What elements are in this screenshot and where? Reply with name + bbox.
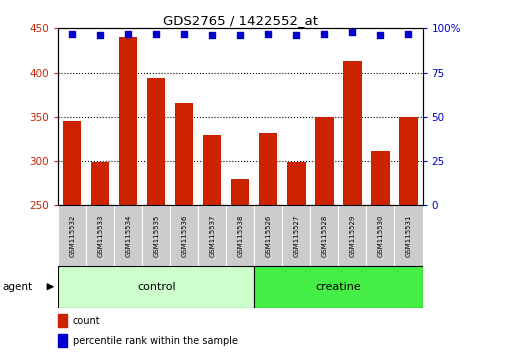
FancyBboxPatch shape	[170, 205, 198, 266]
Text: GSM115530: GSM115530	[377, 214, 383, 257]
Text: GSM115531: GSM115531	[405, 214, 411, 257]
Text: GSM115535: GSM115535	[153, 214, 159, 257]
Bar	[91, 162, 109, 205]
Text: GSM115538: GSM115538	[237, 214, 243, 257]
Point	[236, 33, 244, 38]
FancyBboxPatch shape	[282, 205, 310, 266]
Text: control: control	[137, 282, 175, 292]
Point	[96, 33, 104, 38]
Point	[376, 33, 384, 38]
Point	[124, 31, 132, 36]
FancyBboxPatch shape	[254, 266, 422, 308]
Text: GSM115529: GSM115529	[349, 214, 355, 257]
Text: count: count	[73, 316, 100, 326]
Text: GSM115528: GSM115528	[321, 214, 327, 257]
Text: GSM115532: GSM115532	[69, 214, 75, 257]
FancyBboxPatch shape	[394, 205, 422, 266]
FancyBboxPatch shape	[366, 205, 394, 266]
FancyBboxPatch shape	[198, 205, 226, 266]
FancyBboxPatch shape	[142, 205, 170, 266]
Bar	[175, 103, 193, 205]
FancyBboxPatch shape	[86, 205, 114, 266]
FancyBboxPatch shape	[226, 205, 254, 266]
Point	[348, 29, 356, 35]
Bar	[147, 78, 165, 205]
FancyBboxPatch shape	[58, 266, 254, 308]
Text: creatine: creatine	[315, 282, 361, 292]
Point	[320, 31, 328, 36]
Point	[180, 31, 188, 36]
Bar	[203, 136, 221, 205]
Bar	[58, 314, 67, 327]
Text: GSM115536: GSM115536	[181, 214, 187, 257]
Text: GSM115526: GSM115526	[265, 214, 271, 257]
Point	[68, 31, 76, 36]
Text: GSM115534: GSM115534	[125, 214, 131, 257]
Point	[292, 33, 300, 38]
FancyBboxPatch shape	[114, 205, 142, 266]
Bar	[231, 179, 249, 205]
Point	[208, 33, 216, 38]
Bar	[119, 37, 137, 205]
Bar	[343, 61, 361, 205]
Text: GDS2765 / 1422552_at: GDS2765 / 1422552_at	[163, 14, 317, 27]
Point	[152, 31, 160, 36]
Bar	[371, 152, 389, 205]
Bar	[315, 117, 333, 205]
Text: percentile rank within the sample: percentile rank within the sample	[73, 336, 237, 346]
Bar	[398, 117, 417, 205]
Text: GSM115527: GSM115527	[293, 214, 299, 257]
Text: GSM115537: GSM115537	[209, 214, 215, 257]
Text: agent: agent	[3, 282, 33, 292]
Point	[264, 31, 272, 36]
Bar	[287, 162, 305, 205]
Point	[403, 31, 412, 36]
Bar	[259, 133, 277, 205]
FancyBboxPatch shape	[310, 205, 338, 266]
FancyBboxPatch shape	[58, 205, 86, 266]
Bar	[63, 121, 81, 205]
FancyBboxPatch shape	[338, 205, 366, 266]
Bar	[58, 334, 67, 347]
Text: GSM115533: GSM115533	[97, 214, 103, 257]
FancyBboxPatch shape	[254, 205, 282, 266]
